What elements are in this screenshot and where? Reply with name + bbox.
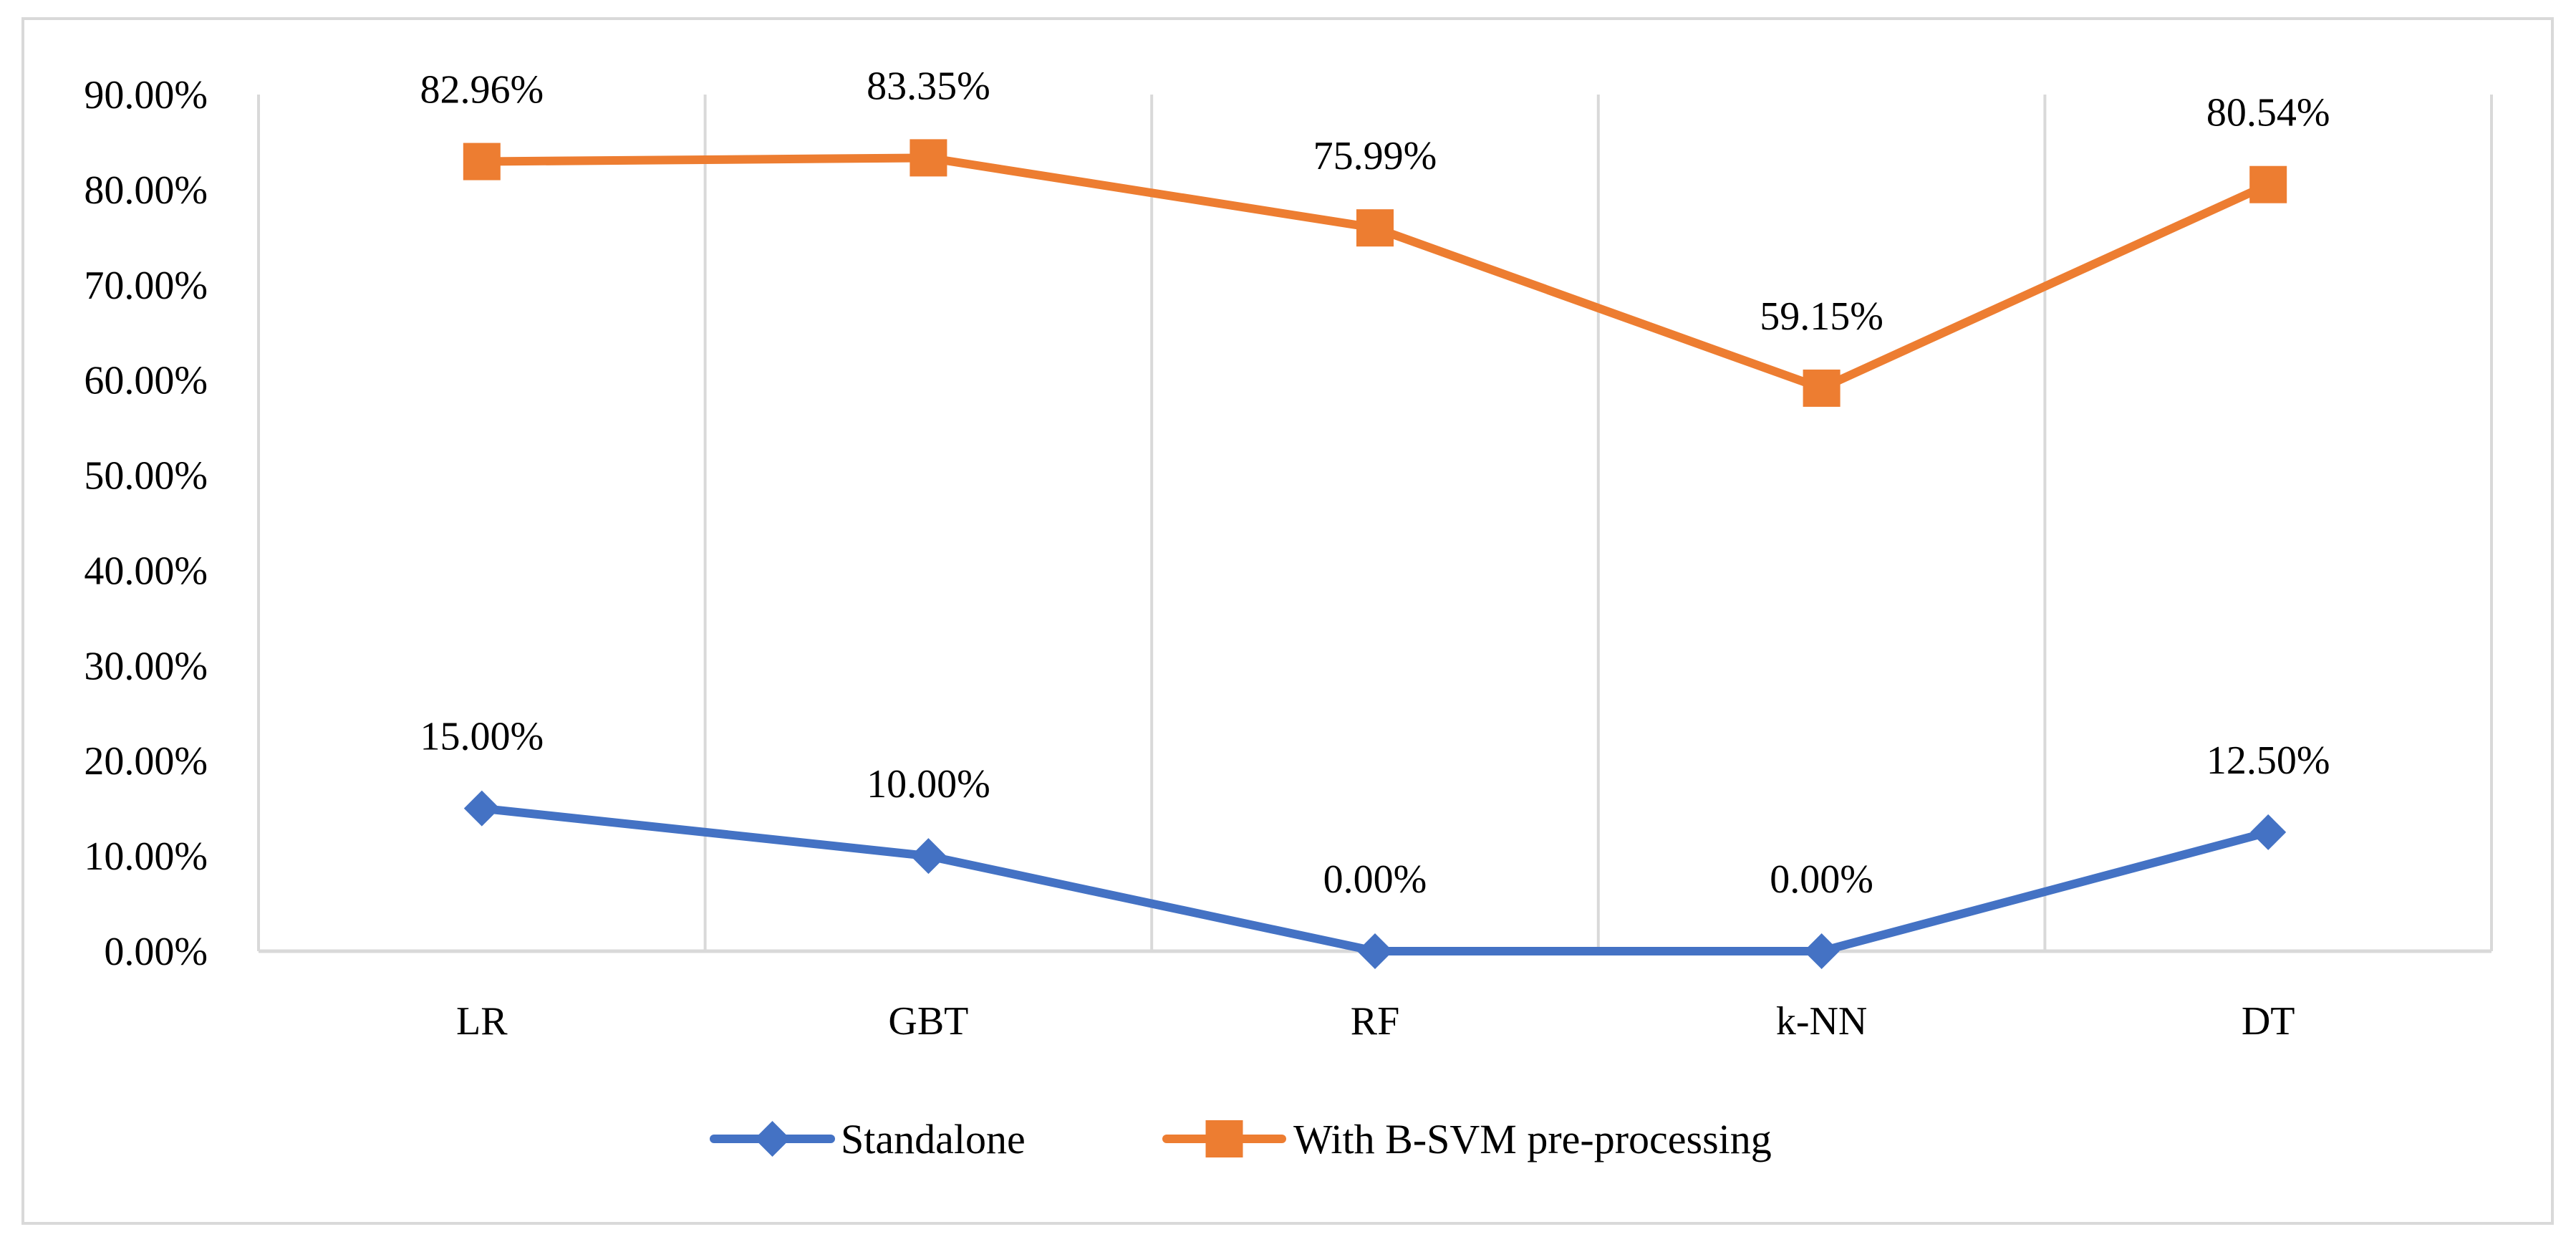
diamond-marker bbox=[1357, 933, 1393, 969]
y-tick-label: 90.00% bbox=[84, 73, 208, 117]
y-tick-label: 70.00% bbox=[84, 264, 208, 308]
data-label: 59.15% bbox=[1760, 294, 1883, 339]
x-tick-label: GBT bbox=[888, 999, 968, 1044]
axes: 0.00% 10.00% 20.00% 30.00% 40.00% 50.00% 60.00… bbox=[84, 73, 2491, 1044]
data-label: 0.00% bbox=[1323, 857, 1427, 902]
x-tick-label: k-NN bbox=[1776, 999, 1868, 1044]
y-tick-label: 40.00% bbox=[84, 549, 208, 593]
legend-item: With B-SVM pre-processing bbox=[1162, 1116, 1772, 1162]
data-labels: 15.00% 10.00% 0.00% 0.00% 12.50% 82.96% 83.35%… bbox=[420, 64, 2330, 902]
series-line bbox=[477, 153, 2273, 393]
data-label: 0.00% bbox=[1770, 857, 1873, 902]
data-label: 15.00% bbox=[420, 715, 544, 759]
series-with-bsvm bbox=[463, 139, 2287, 407]
x-tick-label: LR bbox=[456, 999, 508, 1044]
diamond-marker bbox=[910, 838, 947, 875]
legend: Standalone With B-SVM pre-processing bbox=[710, 1116, 1772, 1162]
x-tick-label: RF bbox=[1351, 999, 1400, 1044]
y-tick-label: 20.00% bbox=[84, 739, 208, 784]
legend-label: Standalone bbox=[841, 1116, 1026, 1162]
data-label: 82.96% bbox=[420, 68, 544, 112]
legend-item: Standalone bbox=[710, 1116, 1026, 1162]
legend-label: With B-SVM pre-processing bbox=[1293, 1116, 1772, 1162]
y-tick-label: 30.00% bbox=[84, 644, 208, 688]
square-marker bbox=[1356, 209, 1394, 247]
x-tick-label: DT bbox=[2242, 999, 2295, 1044]
y-tick-label: 10.00% bbox=[84, 834, 208, 879]
y-tick-label: 80.00% bbox=[84, 168, 208, 213]
diamond-marker bbox=[1803, 933, 1840, 969]
grid-lines bbox=[257, 95, 2493, 951]
y-tick-label: 60.00% bbox=[84, 359, 208, 403]
y-tick-label: 50.00% bbox=[84, 454, 208, 499]
data-label: 80.54% bbox=[2206, 91, 2330, 135]
square-marker bbox=[2249, 165, 2287, 203]
diamond-marker bbox=[463, 790, 500, 827]
data-label: 12.50% bbox=[2206, 738, 2330, 783]
square-marker bbox=[1803, 369, 1841, 407]
square-marker bbox=[910, 139, 947, 177]
square-marker bbox=[463, 143, 501, 180]
data-label: 75.99% bbox=[1313, 134, 1437, 178]
data-label: 83.35% bbox=[867, 64, 990, 108]
legend-marker bbox=[754, 1121, 791, 1157]
y-tick-label: 0.00% bbox=[104, 930, 208, 974]
data-label: 10.00% bbox=[867, 762, 990, 807]
legend-marker bbox=[1205, 1120, 1243, 1157]
series-standalone bbox=[463, 790, 2287, 969]
series-lines bbox=[463, 139, 2287, 969]
diamond-marker bbox=[2250, 814, 2287, 850]
